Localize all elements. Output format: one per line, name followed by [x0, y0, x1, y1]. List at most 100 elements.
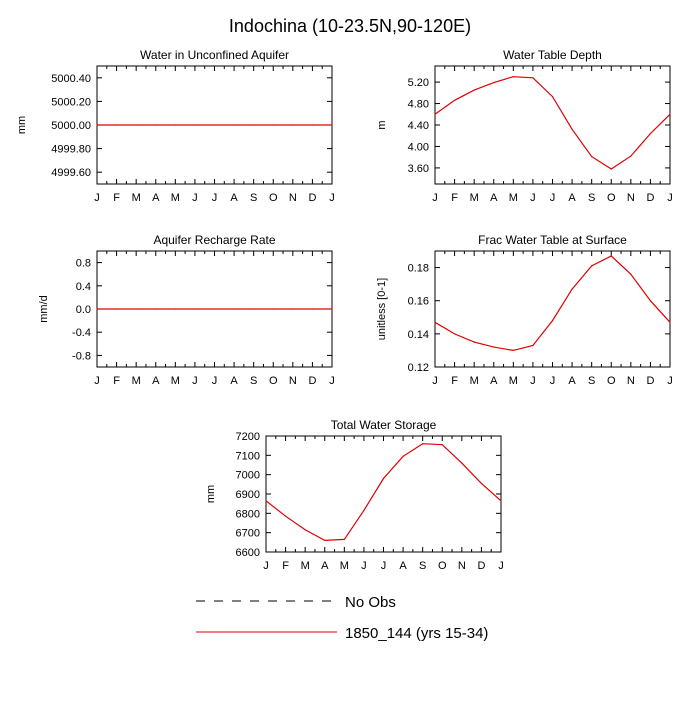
x-tick-label: O	[607, 192, 616, 204]
x-tick-label: J	[498, 560, 504, 572]
data-point	[434, 113, 436, 115]
x-tick-label: M	[509, 375, 518, 387]
y-axis-label: mm	[16, 116, 28, 134]
x-tick-label: S	[250, 375, 257, 387]
data-point	[402, 455, 404, 457]
data-point	[480, 482, 482, 484]
data-point	[454, 99, 456, 101]
x-tick-label: F	[113, 375, 120, 387]
data-point	[649, 133, 652, 135]
x-tick-label: J	[94, 192, 100, 204]
x-tick-label: M	[470, 192, 479, 204]
x-tick-label: J	[212, 375, 218, 387]
x-tick-label: D	[308, 192, 316, 204]
data-point	[304, 529, 306, 531]
y-axis-label: mm/d	[38, 295, 50, 323]
data-point	[473, 89, 475, 91]
data-point	[233, 308, 235, 310]
data-point	[454, 333, 456, 335]
data-point	[493, 346, 495, 348]
data-point	[591, 265, 593, 267]
data-point	[532, 77, 534, 79]
data-point	[363, 509, 365, 511]
data-point	[292, 124, 294, 126]
x-tick-label: M	[301, 560, 310, 572]
x-tick-label: M	[470, 375, 479, 387]
data-point	[591, 156, 593, 158]
data-point	[272, 308, 274, 310]
data-point	[194, 124, 196, 126]
y-tick-label: 0.14	[408, 329, 429, 341]
x-tick-label: O	[438, 560, 447, 572]
data-point	[265, 500, 267, 502]
x-tick-label: J	[361, 560, 367, 572]
plot-frame	[434, 65, 671, 185]
y-tick-label: 4999.60	[51, 167, 91, 179]
plot-title: Aquifer Recharge Rate	[153, 233, 275, 247]
x-tick-label: M	[509, 192, 518, 204]
y-tick-label: 0.18	[408, 263, 429, 275]
data-point	[272, 124, 274, 126]
data-point	[630, 273, 632, 275]
data-point	[116, 308, 118, 310]
data-point	[669, 113, 671, 115]
data-point	[551, 320, 554, 322]
data-point	[253, 308, 255, 310]
x-tick-label: S	[250, 192, 257, 204]
x-tick-label: J	[530, 192, 536, 204]
data-point	[532, 344, 534, 347]
y-axis-label: mm	[205, 485, 217, 503]
y-axis-label: m	[376, 120, 388, 129]
x-tick-label: J	[212, 192, 218, 204]
y-tick-label: 0.8	[76, 258, 91, 270]
y-tick-label: 6600	[236, 547, 260, 559]
x-tick-label: F	[282, 560, 289, 572]
data-point	[461, 462, 463, 464]
data-point	[311, 308, 313, 310]
plot-frame	[434, 250, 671, 368]
x-tick-label: J	[550, 375, 556, 387]
data-point	[669, 321, 671, 323]
x-tick-label: A	[230, 192, 238, 204]
data-point	[292, 308, 294, 310]
y-tick-label: -0.4	[72, 327, 91, 339]
x-tick-label: O	[607, 375, 616, 387]
x-tick-label: J	[432, 375, 438, 387]
y-tick-label: 4.00	[408, 141, 429, 153]
data-point	[194, 308, 196, 310]
y-tick-label: 5000.00	[51, 120, 91, 132]
data-point	[422, 443, 424, 445]
y-tick-label: 4999.80	[51, 144, 91, 156]
data-point	[96, 308, 98, 310]
y-tick-label: 3.60	[408, 163, 429, 175]
data-point	[434, 321, 436, 323]
x-tick-label: N	[627, 375, 635, 387]
x-tick-label: A	[490, 192, 498, 204]
data-point	[571, 128, 573, 130]
y-tick-label: 6900	[236, 489, 260, 501]
data-point	[649, 300, 652, 302]
data-point	[343, 538, 345, 541]
plot-title: Water Table Depth	[503, 48, 602, 62]
x-tick-label: A	[490, 375, 498, 387]
y-tick-label: 5000.20	[51, 96, 91, 108]
x-tick-label: A	[399, 560, 407, 572]
y-tick-label: 0.12	[408, 362, 429, 374]
data-point	[500, 500, 502, 502]
x-tick-label: A	[152, 375, 160, 387]
legend-label-model: 1850_144 (yrs 15-34)	[345, 625, 488, 642]
x-tick-label: J	[192, 192, 198, 204]
data-point	[382, 477, 385, 480]
x-tick-label: N	[289, 192, 297, 204]
series-line	[434, 76, 671, 170]
data-point	[331, 308, 333, 310]
y-tick-label: 6800	[236, 508, 260, 520]
x-tick-label: D	[477, 560, 485, 572]
data-point	[135, 308, 137, 310]
x-tick-label: S	[419, 560, 426, 572]
x-tick-label: M	[340, 560, 349, 572]
